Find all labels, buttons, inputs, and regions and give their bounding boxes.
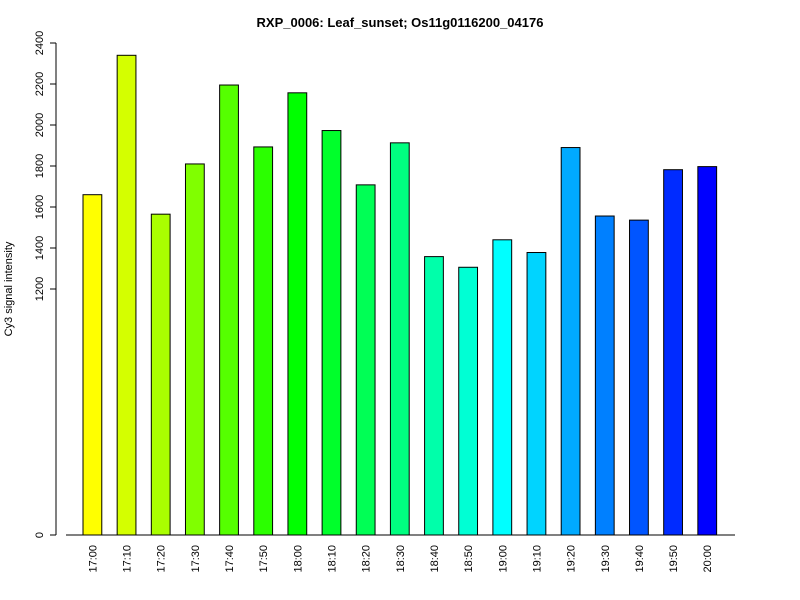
y-axis: 0 1200 1400 1600 1800 2000 2200 2400 <box>34 31 57 538</box>
y-tick-label: 2200 <box>34 72 46 96</box>
y-tick-label: 1600 <box>34 195 46 219</box>
bar-2000 <box>697 166 718 536</box>
x-tick-labels: 17:00 17:10 17:20 17:30 17:40 17:50 18:00 18:10… <box>87 545 714 573</box>
bar-1920 <box>560 147 581 536</box>
x-tick-label: 19:30 <box>600 545 612 573</box>
x-tick-label: 18:10 <box>326 545 338 573</box>
x-tick-label: 17:20 <box>156 545 168 573</box>
bar-1700 <box>82 194 103 536</box>
bar-1750 <box>253 146 274 536</box>
x-tick-label: 18:40 <box>429 545 441 573</box>
x-tick-label: 18:00 <box>292 545 304 573</box>
x-tick-label: 19:10 <box>531 545 543 573</box>
y-tick-label: 2400 <box>34 31 46 55</box>
bar-1800 <box>287 92 308 536</box>
bars-group <box>82 54 718 536</box>
x-tick-label: 17:30 <box>190 545 202 573</box>
bar-1940 <box>629 219 649 536</box>
bar-1710 <box>116 54 137 536</box>
x-tick-label: 18:20 <box>361 545 373 573</box>
y-tick-label: 2000 <box>34 113 46 137</box>
bar-1910 <box>526 252 547 536</box>
x-tick-label: 19:50 <box>668 545 680 573</box>
chart-title: RXP_0006: Leaf_sunset; Os11g0116200_0417… <box>257 15 544 30</box>
x-tick-label: 19:00 <box>497 545 509 573</box>
x-tick-label: 19:40 <box>634 545 646 573</box>
bar-1900 <box>492 239 513 536</box>
bar-1930 <box>594 215 615 536</box>
x-tick-label: 18:30 <box>395 545 407 573</box>
bar-1950 <box>663 169 683 536</box>
x-tick-label: 20:00 <box>702 545 714 573</box>
y-tick-label: 1800 <box>34 154 46 178</box>
x-tick-label: 18:50 <box>463 545 475 573</box>
bar-1730 <box>184 163 205 536</box>
x-tick-label: 17:00 <box>87 545 99 573</box>
y-axis-label: Cy3 signal intensity <box>3 241 15 336</box>
x-tick-label: 17:10 <box>122 545 134 573</box>
bar-1740 <box>219 84 239 536</box>
y-tick-label: 1400 <box>34 236 46 260</box>
x-tick-label: 19:20 <box>566 545 578 573</box>
bar-1720 <box>150 213 171 536</box>
bar-1810 <box>321 130 342 536</box>
y-tick-label: 1200 <box>34 277 46 301</box>
y-tick-label: 0 <box>34 532 46 538</box>
x-tick-label: 17:50 <box>258 545 270 573</box>
bar-1820 <box>355 184 376 536</box>
bar-1830 <box>389 142 410 536</box>
bar-1840 <box>424 256 444 536</box>
x-tick-label: 17:40 <box>224 545 236 573</box>
bar-1850 <box>458 266 479 536</box>
